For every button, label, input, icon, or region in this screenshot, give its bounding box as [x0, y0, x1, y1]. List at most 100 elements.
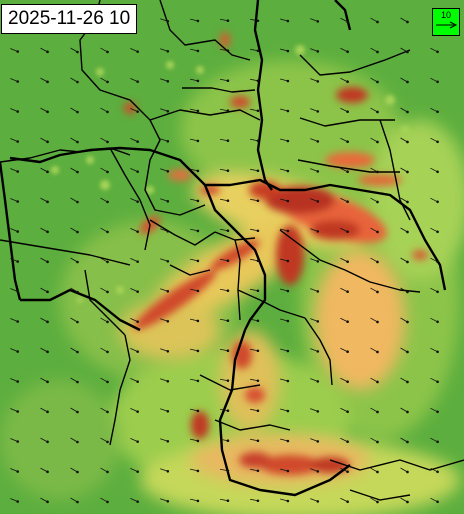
wind-arrow: [160, 318, 168, 322]
wind-arrow: [40, 257, 48, 263]
wind-arrow: [190, 498, 198, 502]
wind-arrow-head: [316, 410, 320, 413]
wind-arrow-head: [346, 260, 349, 264]
wind-arrow-head: [226, 79, 230, 83]
wind-arrow: [10, 228, 18, 232]
wind-arrow: [340, 287, 348, 293]
wind-arrow-head: [106, 440, 109, 444]
wind-arrow-head: [166, 229, 170, 233]
wind-arrow: [310, 288, 318, 292]
wind-arrow-head: [376, 440, 379, 444]
wind-arrow-head: [406, 110, 409, 114]
wind-arrow: [430, 107, 438, 113]
wind-arrow: [70, 317, 78, 323]
wind-arrow-head: [46, 140, 49, 144]
wind-arrow-head: [316, 290, 320, 293]
wind-arrow-head: [196, 319, 200, 323]
wind-arrow: [310, 168, 318, 172]
wind-arrow-head: [166, 199, 170, 203]
wind-arrow: [219, 108, 229, 112]
wind-arrow-head: [76, 110, 79, 114]
wind-arrow: [190, 48, 198, 52]
wind-arrow-head: [286, 79, 290, 83]
wind-arrow-head: [16, 170, 19, 173]
wind-arrow-head: [376, 380, 379, 384]
wind-arrow: [10, 288, 18, 292]
wind-arrow: [340, 257, 348, 263]
wind-arrow-head: [76, 380, 79, 384]
wind-arrow: [40, 497, 48, 503]
wind-arrow: [190, 378, 198, 382]
wind-arrow: [190, 318, 198, 322]
wind-arrow: [249, 258, 259, 262]
wind-arrow: [70, 467, 78, 473]
wind-arrow-head: [316, 440, 320, 443]
wind-arrow-head: [436, 440, 439, 444]
wind-arrow-head: [316, 470, 320, 473]
wind-arrow: [219, 78, 229, 82]
wind-arrow: [219, 168, 229, 172]
wind-arrow: [10, 348, 18, 352]
wind-arrow-head: [166, 139, 170, 143]
wind-arrow: [249, 438, 259, 442]
wind-arrow: [430, 497, 438, 503]
wind-arrow: [190, 468, 198, 472]
wind-arrow-head: [166, 259, 170, 263]
wind-arrow: [160, 288, 168, 292]
wind-arrow-head: [46, 320, 49, 324]
wind-arrow: [340, 77, 348, 83]
wind-arrow: [130, 467, 138, 473]
wind-arrow: [100, 137, 108, 143]
wind-arrow: [280, 48, 288, 52]
wind-arrow-head: [106, 470, 109, 474]
wind-arrow: [130, 137, 138, 143]
wind-arrow: [130, 77, 138, 83]
wind-arrow: [100, 47, 108, 53]
wind-arrow: [100, 287, 108, 293]
wind-arrow: [130, 167, 138, 173]
borders-thick: [0, 0, 447, 497]
wind-arrow-head: [46, 290, 49, 294]
wind-arrow: [310, 258, 318, 262]
wind-arrow: [400, 467, 408, 473]
wind-arrow-head: [166, 289, 170, 293]
wind-arrow-head: [436, 380, 439, 384]
wind-arrow-head: [286, 469, 290, 473]
wind-arrow: [430, 287, 438, 293]
wind-arrow: [370, 137, 378, 143]
wind-arrow: [340, 197, 348, 203]
wind-arrow-head: [256, 139, 260, 143]
wind-arrow: [160, 198, 168, 202]
wind-arrow-head: [286, 19, 290, 23]
wind-arrow-head: [376, 290, 379, 294]
wind-arrow-head: [166, 349, 170, 353]
wind-arrow: [40, 47, 48, 53]
wind-arrow-head: [436, 350, 439, 354]
wind-arrow: [70, 47, 78, 53]
wind-arrow: [160, 18, 168, 22]
wind-arrow: [70, 77, 78, 83]
wind-arrow-head: [346, 200, 349, 204]
wind-arrow: [340, 137, 348, 143]
wind-arrow-head: [16, 200, 19, 203]
wind-arrow: [249, 18, 259, 22]
wind-arrow: [400, 47, 408, 53]
wind-arrow-head: [166, 409, 170, 413]
wind-arrow: [219, 318, 229, 322]
wind-arrow-head: [316, 200, 320, 203]
wind-arrow: [160, 228, 168, 232]
wind-arrow-head: [136, 320, 139, 323]
wind-arrow: [280, 408, 288, 412]
wind-arrow: [400, 17, 408, 23]
wind-arrow-head: [376, 320, 379, 324]
wind-arrow: [160, 48, 168, 52]
wind-arrow-head: [136, 500, 139, 503]
wind-arrow: [40, 77, 48, 83]
wind-arrow-head: [16, 230, 19, 233]
wind-arrow-head: [46, 200, 49, 204]
wind-arrow: [130, 407, 138, 413]
wind-arrow: [70, 107, 78, 113]
wind-arrow: [10, 408, 18, 412]
wind-arrow-head: [436, 230, 439, 234]
wind-arrow-head: [16, 80, 19, 83]
